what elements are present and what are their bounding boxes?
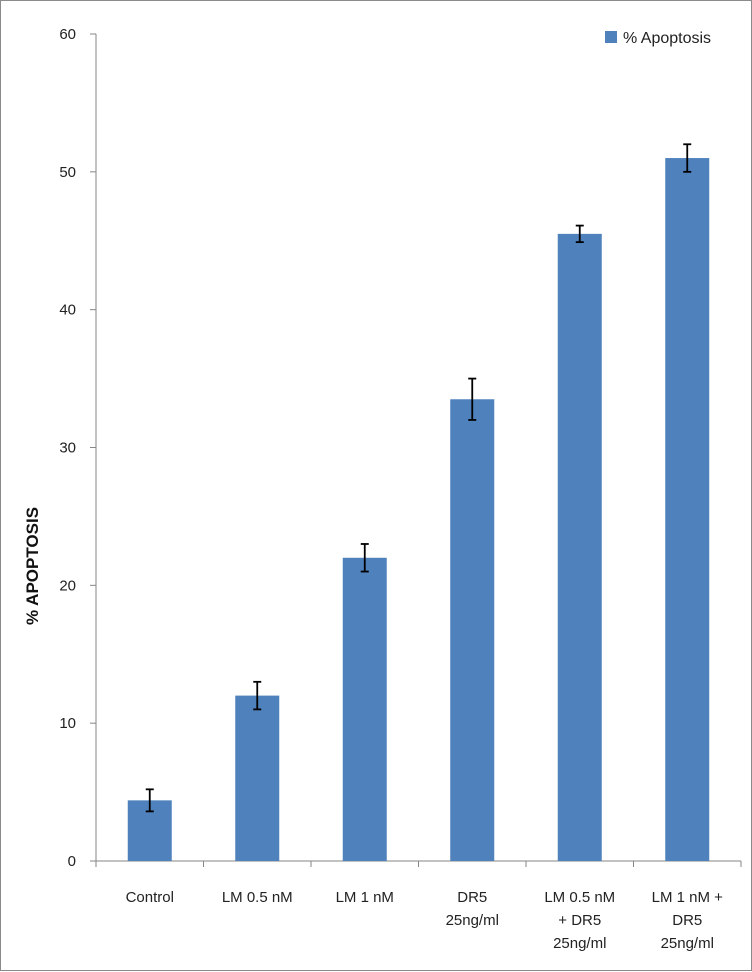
y-tick-label: 40 <box>59 302 76 319</box>
bar <box>665 158 710 862</box>
legend: % Apoptosis <box>605 30 711 47</box>
x-tick-label: LM 0.5 nM <box>222 889 293 906</box>
y-tick-label: 20 <box>59 577 76 594</box>
category-labels: Control LM 0.5 nM LM 1 nM DR5 25ng/ml LM 0.5 … <box>126 889 724 952</box>
y-tick-label: 0 <box>68 853 76 870</box>
bar <box>450 399 495 861</box>
x-tick-label: DR5 <box>672 912 702 929</box>
x-tick-label: DR5 <box>457 889 487 906</box>
x-tick-label: 25ng/ml <box>661 935 714 952</box>
y-tick-label: 60 <box>59 26 76 43</box>
x-tick-label: 25ng/ml <box>553 935 606 952</box>
legend-swatch <box>605 31 617 43</box>
error-bars <box>145 143 692 813</box>
x-tick-label: + DR5 <box>558 912 601 929</box>
x-tick-label: LM 1 nM + <box>652 889 724 906</box>
bar <box>342 557 387 861</box>
bar <box>557 233 602 861</box>
legend-label: % Apoptosis <box>623 30 711 47</box>
y-tick-label: 30 <box>59 440 76 457</box>
y-tick-label: 10 <box>59 715 76 732</box>
y-axis: 0 10 20 30 40 50 60 <box>59 26 97 870</box>
x-tick-label: 25ng/ml <box>446 912 499 929</box>
bar <box>235 695 280 861</box>
x-tick-label: LM 1 nM <box>336 889 394 906</box>
x-tick-label: LM 0.5 nM <box>544 889 615 906</box>
y-axis-label: % APOPTOSIS <box>23 507 42 625</box>
x-tick-label: Control <box>126 889 174 906</box>
bars <box>127 158 710 862</box>
x-axis <box>95 860 742 867</box>
y-tick-label: 50 <box>59 164 76 181</box>
